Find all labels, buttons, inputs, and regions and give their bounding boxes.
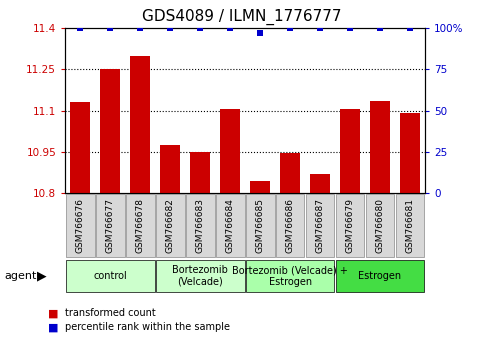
Bar — [220, 109, 240, 193]
Point — [196, 25, 204, 31]
FancyBboxPatch shape — [366, 194, 395, 257]
Text: GSM766679: GSM766679 — [345, 198, 355, 253]
Bar — [250, 181, 270, 193]
Text: Bortezomib
(Velcade): Bortezomib (Velcade) — [172, 265, 228, 287]
FancyBboxPatch shape — [66, 194, 95, 257]
Bar — [370, 101, 390, 193]
Point — [166, 25, 174, 31]
Text: transformed count: transformed count — [65, 308, 156, 318]
Text: GSM766681: GSM766681 — [406, 198, 414, 253]
Text: ▶: ▶ — [37, 270, 47, 282]
Text: GSM766680: GSM766680 — [376, 198, 384, 253]
Point — [76, 25, 84, 31]
FancyBboxPatch shape — [336, 194, 365, 257]
FancyBboxPatch shape — [96, 194, 125, 257]
Text: GSM766683: GSM766683 — [196, 198, 205, 253]
Point — [286, 25, 294, 31]
FancyBboxPatch shape — [396, 194, 425, 257]
Text: percentile rank within the sample: percentile rank within the sample — [65, 322, 230, 332]
FancyBboxPatch shape — [306, 194, 335, 257]
Text: GSM766686: GSM766686 — [285, 198, 295, 253]
Text: GSM766687: GSM766687 — [315, 198, 325, 253]
FancyBboxPatch shape — [66, 260, 155, 292]
Bar — [341, 109, 360, 193]
Point — [406, 25, 414, 31]
Point — [136, 25, 144, 31]
Bar — [160, 145, 180, 193]
FancyBboxPatch shape — [156, 194, 185, 257]
Text: GSM766685: GSM766685 — [256, 198, 265, 253]
Text: agent: agent — [5, 271, 37, 281]
FancyBboxPatch shape — [216, 194, 244, 257]
FancyBboxPatch shape — [246, 194, 274, 257]
Bar — [71, 102, 90, 193]
Point — [346, 25, 354, 31]
Text: Bortezomib (Velcade) +
Estrogen: Bortezomib (Velcade) + Estrogen — [232, 265, 348, 287]
Text: ■: ■ — [48, 308, 59, 318]
FancyBboxPatch shape — [126, 194, 155, 257]
Text: GDS4089 / ILMN_1776777: GDS4089 / ILMN_1776777 — [142, 9, 341, 25]
Bar — [130, 56, 150, 193]
Bar — [100, 69, 120, 193]
FancyBboxPatch shape — [246, 260, 335, 292]
Text: GSM766682: GSM766682 — [166, 198, 175, 253]
Point — [106, 25, 114, 31]
Bar — [400, 113, 420, 193]
Text: GSM766677: GSM766677 — [106, 198, 114, 253]
Text: Estrogen: Estrogen — [358, 271, 402, 281]
Point — [256, 30, 264, 36]
FancyBboxPatch shape — [336, 260, 425, 292]
Text: control: control — [93, 271, 127, 281]
Point — [226, 25, 234, 31]
FancyBboxPatch shape — [186, 194, 214, 257]
FancyBboxPatch shape — [156, 260, 244, 292]
Bar — [311, 174, 330, 193]
Point — [316, 25, 324, 31]
Bar — [190, 152, 210, 193]
FancyBboxPatch shape — [276, 194, 304, 257]
Text: GSM766684: GSM766684 — [226, 198, 235, 253]
Text: ■: ■ — [48, 322, 59, 332]
Point — [376, 25, 384, 31]
Text: GSM766678: GSM766678 — [136, 198, 145, 253]
Bar — [280, 153, 300, 193]
Text: GSM766676: GSM766676 — [76, 198, 85, 253]
